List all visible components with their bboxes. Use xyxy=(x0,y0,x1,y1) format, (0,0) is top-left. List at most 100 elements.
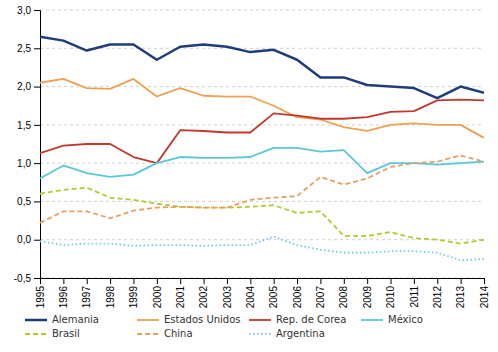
x-tick: 1995 xyxy=(35,278,46,308)
y-tick-mark xyxy=(34,163,40,164)
x-tick: 2001 xyxy=(175,278,186,308)
x-tick-mark xyxy=(367,278,368,284)
x-tick: 1998 xyxy=(105,278,116,308)
legend-label: Rep. de Corea xyxy=(276,314,346,325)
x-tick-mark xyxy=(180,278,181,284)
legend: Alemania Estados Unidos Rep. de Corea Méxic… xyxy=(25,314,423,339)
grid-line xyxy=(40,86,484,87)
x-axis: 1995 1996 1997 1998 1999 2000 2001 2002 2003 2004… xyxy=(35,278,490,308)
grid-line xyxy=(40,124,484,125)
legend-item: Alemania xyxy=(25,314,99,325)
x-tick-label: 2011 xyxy=(409,286,420,308)
x-tick: 2005 xyxy=(268,278,279,308)
x-tick-label: 2005 xyxy=(268,286,279,309)
series-line xyxy=(40,188,484,244)
series-line xyxy=(40,100,484,164)
x-axis-line xyxy=(41,279,485,285)
x-tick: 1996 xyxy=(58,278,69,308)
grid-line xyxy=(40,239,484,240)
legend-item: Estados Unidos xyxy=(137,314,241,325)
x-tick-mark xyxy=(461,278,462,284)
y-tick-label: 2,5 xyxy=(17,43,31,54)
y-tick-mark xyxy=(34,125,40,126)
chart: -0,50,00,51,01,52,02,53,0199519961997199… xyxy=(0,0,498,352)
x-tick-label: 2004 xyxy=(245,286,256,309)
x-tick: 2010 xyxy=(385,278,396,308)
x-tick-label: 2002 xyxy=(198,286,209,309)
x-tick-label: 1997 xyxy=(81,286,92,309)
y-tick: 1,5 xyxy=(17,120,40,131)
x-tick: 2014 xyxy=(479,278,490,308)
x-tick-mark xyxy=(414,278,415,284)
x-tick-label: 1998 xyxy=(105,286,116,309)
x-tick-label: 2006 xyxy=(292,286,303,309)
x-tick-label: 1996 xyxy=(58,286,69,309)
grid xyxy=(40,10,484,278)
x-tick-mark xyxy=(274,278,275,284)
x-tick-mark xyxy=(110,278,111,284)
x-tick-mark xyxy=(157,278,158,284)
x-tick: 2007 xyxy=(315,278,326,308)
grid-line xyxy=(40,201,484,202)
x-tick-mark xyxy=(437,278,438,284)
x-tick: 2009 xyxy=(362,278,373,308)
y-tick-label: 2,0 xyxy=(17,81,31,92)
y-tick-mark xyxy=(34,87,40,88)
y-tick-label: 1,0 xyxy=(17,158,31,169)
legend-label: Brasil xyxy=(52,328,80,339)
x-tick-label: 2010 xyxy=(385,286,396,309)
x-tick-mark xyxy=(227,278,228,284)
x-tick-label: 2013 xyxy=(455,286,466,309)
legend-label: Estados Unidos xyxy=(164,314,241,325)
y-tick-label: 0,5 xyxy=(17,196,31,207)
x-tick-mark xyxy=(87,278,88,284)
x-tick-label: 2001 xyxy=(175,286,186,309)
series-line xyxy=(40,79,484,138)
y-tick-mark xyxy=(34,240,40,241)
x-tick-mark xyxy=(320,278,321,284)
grid-line xyxy=(40,10,484,11)
y-axis-line xyxy=(34,11,41,279)
x-tick-label: 2000 xyxy=(152,286,163,309)
legend-swatch xyxy=(25,333,47,335)
x-tick-mark xyxy=(344,278,345,284)
x-tick-label: 2007 xyxy=(315,286,326,309)
legend-item: China xyxy=(137,328,193,339)
legend-swatch xyxy=(25,319,47,322)
legend-item: Argentina xyxy=(249,328,325,339)
y-tick-mark xyxy=(34,201,40,202)
x-tick: 2000 xyxy=(152,278,163,308)
x-tick-mark xyxy=(204,278,205,284)
x-tick: 2012 xyxy=(432,278,443,308)
legend-label: Argentina xyxy=(276,328,325,339)
y-tick: 2,5 xyxy=(17,43,40,54)
x-tick-label: 2003 xyxy=(222,286,233,309)
y-axis: -0,5 0,0 0,5 1,0 1,5 2,0 2,5 3,0 xyxy=(14,5,41,284)
legend-swatch xyxy=(249,319,271,321)
x-tick: 1999 xyxy=(128,278,139,308)
y-tick: 0,5 xyxy=(17,196,40,207)
grid-line xyxy=(40,48,484,49)
x-tick-label: 2009 xyxy=(362,286,373,309)
lines xyxy=(40,37,484,261)
legend-item: Rep. de Corea xyxy=(249,314,346,325)
series-line xyxy=(40,155,484,222)
y-tick-label: 1,5 xyxy=(17,120,31,131)
y-tick-label: -0,5 xyxy=(14,273,32,284)
y-tick: 1,0 xyxy=(17,158,40,169)
x-tick-mark xyxy=(40,278,41,284)
y-tick-label: 0,0 xyxy=(17,234,31,245)
legend-label: México xyxy=(388,314,423,325)
x-tick-label: 2008 xyxy=(338,286,349,309)
x-tick: 1997 xyxy=(81,278,92,308)
x-tick-mark xyxy=(297,278,298,284)
x-tick-mark xyxy=(250,278,251,284)
legend-item: Brasil xyxy=(25,328,80,339)
legend-label: Alemania xyxy=(52,314,99,325)
x-tick-label: 1999 xyxy=(128,286,139,309)
y-tick-label: 3,0 xyxy=(17,5,31,16)
legend-swatch xyxy=(137,333,159,335)
x-tick-mark xyxy=(63,278,64,284)
x-tick: 2013 xyxy=(455,278,466,308)
x-tick-mark xyxy=(484,278,485,284)
